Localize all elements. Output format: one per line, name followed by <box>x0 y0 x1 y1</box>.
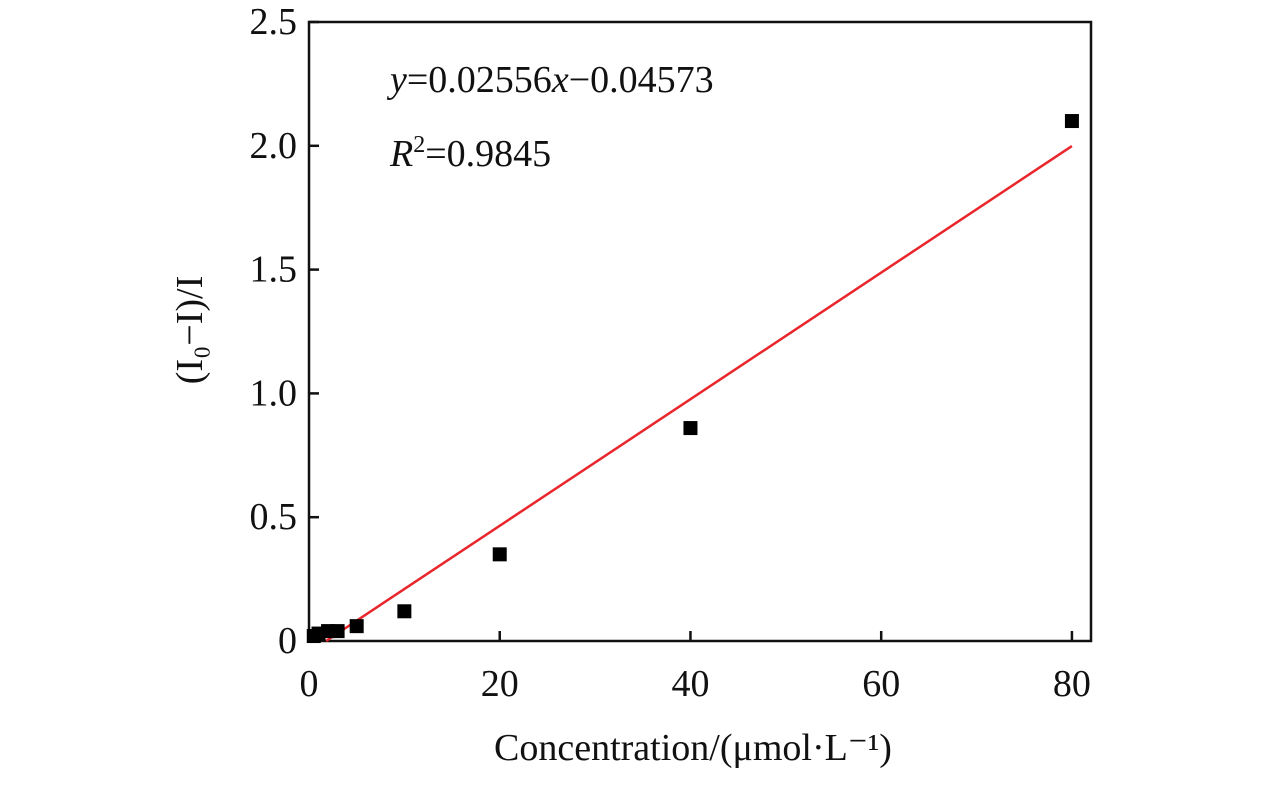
data-point <box>492 547 507 562</box>
equation-x: x <box>551 59 569 101</box>
y-tick-label: 0.5 <box>250 496 298 538</box>
y-tick-label: 2.5 <box>250 1 298 43</box>
data-point <box>683 421 698 436</box>
data-point <box>397 604 412 619</box>
fit-equation: y=0.02556x−0.04573 <box>386 59 714 101</box>
data-points <box>306 114 1079 644</box>
data-point <box>330 624 345 639</box>
plot-frame <box>307 20 1093 643</box>
y-tick-label: 0 <box>278 620 297 662</box>
fit-line <box>325 144 1073 642</box>
x-tick-label: 80 <box>1053 663 1091 705</box>
r2-value: =0.9845 <box>425 133 551 175</box>
y-tick-label: 1.0 <box>250 372 298 414</box>
y-tick-label: 1.5 <box>250 249 298 291</box>
equation-intercept: −0.04573 <box>569 59 714 101</box>
equation-y: y <box>386 59 407 101</box>
y-axis-title: (I₀−I)/I <box>169 276 211 385</box>
equation-slope: =0.02556 <box>407 59 552 101</box>
y-tick-label: 2.0 <box>250 125 298 167</box>
tick-labels: 0 20 40 60 80 0 0.5 1.0 1.5 2.0 2.5 <box>250 1 1091 705</box>
data-point <box>1064 114 1079 129</box>
axis-ticks <box>307 20 1074 643</box>
data-point <box>349 619 364 634</box>
fit-line-group <box>325 144 1073 642</box>
r2-r: R <box>389 133 413 175</box>
x-axis-title: Concentration/(μmol·L⁻¹) <box>494 727 892 769</box>
r-squared-label: R2=0.9845 <box>389 132 551 175</box>
x-tick-label: 60 <box>862 663 900 705</box>
r2-superscript: 2 <box>413 132 425 158</box>
x-tick-label: 40 <box>671 663 709 705</box>
x-tick-label: 20 <box>481 663 519 705</box>
x-tick-label: 0 <box>300 663 319 705</box>
